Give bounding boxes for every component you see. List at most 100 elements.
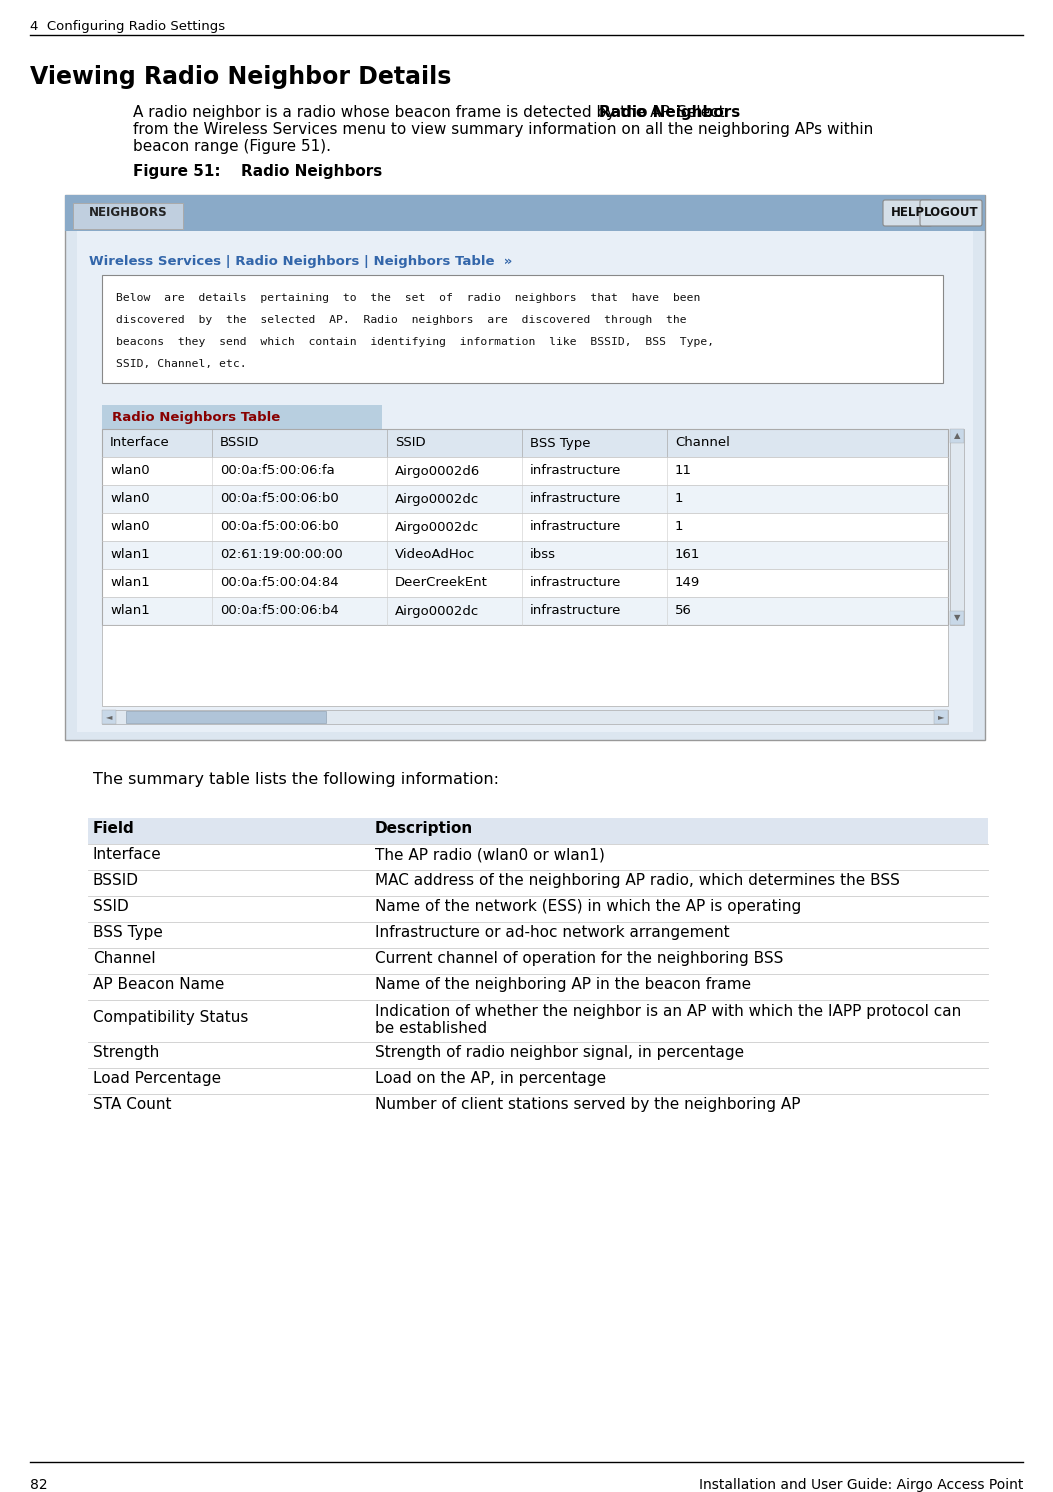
Text: Infrastructure or ad-hoc network arrangement: Infrastructure or ad-hoc network arrange…: [375, 925, 730, 940]
Text: 00:0a:f5:00:04:84: 00:0a:f5:00:04:84: [220, 576, 339, 589]
Text: SSID, Channel, etc.: SSID, Channel, etc.: [116, 360, 246, 369]
Text: 1: 1: [675, 492, 683, 506]
Text: Compatibility Status: Compatibility Status: [93, 1010, 249, 1025]
FancyBboxPatch shape: [883, 200, 932, 225]
Text: Radio Neighbors: Radio Neighbors: [599, 104, 740, 119]
Text: infrastructure: infrastructure: [530, 604, 621, 618]
Text: ▲: ▲: [954, 431, 960, 440]
Bar: [102, 457, 948, 485]
Text: Name of the network (ESS) in which the AP is operating: Name of the network (ESS) in which the A…: [375, 900, 801, 915]
Text: 56: 56: [675, 604, 692, 618]
Text: Airgo0002dc: Airgo0002dc: [395, 492, 479, 506]
Text: STA Count: STA Count: [93, 1098, 172, 1113]
Text: BSSID: BSSID: [220, 437, 259, 449]
Text: 00:0a:f5:00:06:fa: 00:0a:f5:00:06:fa: [220, 464, 335, 477]
Bar: [102, 430, 948, 625]
Text: ◄: ◄: [105, 713, 113, 722]
Text: Load Percentage: Load Percentage: [93, 1071, 221, 1086]
Text: be established: be established: [375, 1021, 488, 1037]
Text: 11: 11: [675, 464, 692, 477]
Bar: [102, 597, 948, 625]
Text: Indication of whether the neighbor is an AP with which the IAPP protocol can: Indication of whether the neighbor is an…: [375, 1004, 961, 1019]
Text: A radio neighbor is a radio whose beacon frame is detected by the AP. Select: A radio neighbor is a radio whose beacon…: [133, 104, 730, 119]
Text: Interface: Interface: [93, 847, 162, 862]
Text: 4  Configuring Radio Settings: 4 Configuring Radio Settings: [29, 19, 225, 33]
Bar: [102, 625, 948, 706]
Text: Wireless Services | Radio Neighbors | Neighbors Table  »: Wireless Services | Radio Neighbors | Ne…: [90, 255, 513, 269]
Text: 82: 82: [29, 1479, 47, 1492]
Bar: [102, 710, 116, 724]
Text: Channel: Channel: [93, 952, 156, 967]
Text: Number of client stations served by the neighboring AP: Number of client stations served by the …: [375, 1098, 800, 1113]
Text: Airgo0002dc: Airgo0002dc: [395, 604, 479, 618]
Text: Name of the neighboring AP in the beacon frame: Name of the neighboring AP in the beacon…: [375, 977, 751, 992]
Text: wlan1: wlan1: [110, 576, 150, 589]
Bar: [102, 568, 948, 597]
Text: Radio Neighbors: Radio Neighbors: [220, 164, 382, 179]
FancyBboxPatch shape: [920, 200, 982, 225]
Text: infrastructure: infrastructure: [530, 492, 621, 506]
Text: SSID: SSID: [395, 437, 425, 449]
Text: The summary table lists the following information:: The summary table lists the following in…: [93, 771, 499, 786]
Text: SSID: SSID: [93, 900, 128, 915]
Text: AP Beacon Name: AP Beacon Name: [93, 977, 224, 992]
Text: Airgo0002d6: Airgo0002d6: [395, 464, 480, 477]
Text: 00:0a:f5:00:06:b0: 00:0a:f5:00:06:b0: [220, 492, 339, 506]
Text: 00:0a:f5:00:06:b0: 00:0a:f5:00:06:b0: [220, 521, 339, 534]
Text: Below  are  details  pertaining  to  the  set  of  radio  neighbors  that  have : Below are details pertaining to the set …: [116, 292, 700, 303]
Text: LOGOUT: LOGOUT: [923, 206, 978, 219]
Bar: [77, 231, 973, 733]
Bar: [88, 818, 988, 844]
Text: ►: ►: [938, 713, 945, 722]
Text: HELP: HELP: [891, 206, 925, 219]
Text: 02:61:19:00:00:00: 02:61:19:00:00:00: [220, 549, 342, 561]
Bar: [102, 485, 948, 513]
Bar: [950, 430, 963, 625]
Text: 161: 161: [675, 549, 700, 561]
Bar: [950, 430, 963, 443]
Text: Channel: Channel: [675, 437, 730, 449]
Text: infrastructure: infrastructure: [530, 464, 621, 477]
Text: Strength of radio neighbor signal, in percentage: Strength of radio neighbor signal, in pe…: [375, 1046, 744, 1061]
Text: wlan0: wlan0: [110, 521, 150, 534]
Text: Radio Neighbors Table: Radio Neighbors Table: [112, 410, 280, 424]
Text: 149: 149: [675, 576, 700, 589]
Text: VideoAdHoc: VideoAdHoc: [395, 549, 475, 561]
Text: wlan0: wlan0: [110, 492, 150, 506]
Text: BSS Type: BSS Type: [530, 437, 591, 449]
Text: NEIGHBORS: NEIGHBORS: [88, 206, 167, 218]
Text: BSSID: BSSID: [93, 873, 139, 888]
Bar: [102, 542, 948, 568]
Bar: [950, 612, 963, 625]
Text: 00:0a:f5:00:06:b4: 00:0a:f5:00:06:b4: [220, 604, 339, 618]
Text: infrastructure: infrastructure: [530, 576, 621, 589]
Text: The AP radio (wlan0 or wlan1): The AP radio (wlan0 or wlan1): [375, 847, 604, 862]
Text: beacons  they  send  which  contain  identifying  information  like  BSSID,  BSS: beacons they send which contain identify…: [116, 337, 714, 348]
Text: 1: 1: [675, 521, 683, 534]
Text: Airgo0002dc: Airgo0002dc: [395, 521, 479, 534]
Bar: [73, 203, 183, 228]
Bar: [102, 275, 943, 383]
Text: BSS Type: BSS Type: [93, 925, 163, 940]
Text: ▼: ▼: [954, 613, 960, 622]
Text: Load on the AP, in percentage: Load on the AP, in percentage: [375, 1071, 607, 1086]
Text: ibss: ibss: [530, 549, 556, 561]
Bar: [102, 513, 948, 542]
Text: Interface: Interface: [110, 437, 170, 449]
Text: discovered  by  the  selected  AP.  Radio  neighbors  are  discovered  through  : discovered by the selected AP. Radio nei…: [116, 315, 687, 325]
Text: Description: Description: [375, 822, 473, 837]
Bar: [934, 710, 948, 724]
Bar: [65, 195, 985, 740]
Text: Viewing Radio Neighbor Details: Viewing Radio Neighbor Details: [29, 66, 452, 90]
Bar: [126, 712, 326, 724]
Text: Installation and User Guide: Airgo Access Point: Installation and User Guide: Airgo Acces…: [698, 1479, 1024, 1492]
Text: DeerCreekEnt: DeerCreekEnt: [395, 576, 488, 589]
Text: wlan1: wlan1: [110, 604, 150, 618]
Text: Field: Field: [93, 822, 135, 837]
Text: from the Wireless Services menu to view summary information on all the neighbori: from the Wireless Services menu to view …: [133, 122, 873, 137]
Bar: [65, 195, 985, 231]
Text: Current channel of operation for the neighboring BSS: Current channel of operation for the nei…: [375, 952, 783, 967]
Bar: [102, 710, 948, 724]
Bar: [102, 404, 382, 430]
Text: MAC address of the neighboring AP radio, which determines the BSS: MAC address of the neighboring AP radio,…: [375, 873, 900, 888]
